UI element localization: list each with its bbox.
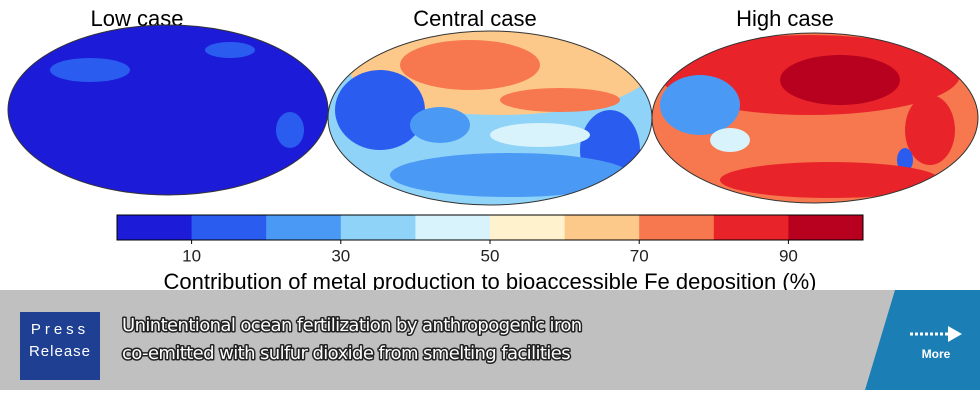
- colorbar-label: Contribution of metal production to bioa…: [163, 269, 816, 294]
- map-blob: [720, 162, 940, 198]
- colorbar-segment: [117, 215, 193, 240]
- map-blob: [276, 112, 304, 148]
- map-blob: [400, 40, 540, 90]
- badge: [20, 312, 100, 380]
- colorbar-segment: [713, 215, 789, 240]
- map-low: [8, 25, 328, 195]
- map-blob: [490, 123, 590, 147]
- colorbar-segment: [191, 215, 267, 240]
- badge-text: Press: [31, 321, 89, 338]
- colorbar-segment: [788, 215, 864, 240]
- map-blob: [390, 153, 630, 197]
- panel-title: High case: [736, 6, 834, 31]
- map-outline: [651, 32, 979, 204]
- map-high: [652, 33, 978, 203]
- button-text[interactable]: More: [922, 347, 951, 361]
- map-blob: [50, 58, 130, 82]
- map-blob: [335, 70, 425, 150]
- button-arrow: [948, 326, 962, 342]
- colorbar-segment: [340, 215, 416, 240]
- map-fill: [8, 25, 328, 195]
- map-blob: [897, 148, 913, 172]
- map-blob: [710, 128, 750, 152]
- colorbar-segment: [639, 215, 715, 240]
- map-blob: [205, 42, 255, 58]
- panel-title: Central case: [413, 6, 537, 31]
- more-button[interactable]: More: [865, 290, 980, 390]
- colorbar-tick-label: 70: [630, 246, 649, 265]
- colorbar-segment: [266, 215, 342, 240]
- map-outline: [7, 24, 329, 196]
- colorbar-tick-label: 30: [331, 246, 350, 265]
- map-blob: [905, 95, 955, 165]
- map-central: [328, 31, 652, 205]
- badge-text: Release: [29, 343, 91, 360]
- button-bg[interactable]: [865, 290, 980, 390]
- map-blob: [500, 88, 620, 112]
- colorbar-segment: [415, 215, 491, 240]
- colorbar-tick-label: 10: [182, 246, 201, 265]
- map-blob: [780, 55, 900, 105]
- banner: [0, 290, 980, 390]
- map-blob: [410, 107, 470, 143]
- colorbar-segment: [564, 215, 640, 240]
- colorbar: 10 30 50 70 90: [116, 214, 864, 265]
- colorbar-segment: [490, 215, 566, 240]
- banner-title[interactable]: co-emitted with sulfur dioxide from smel…: [121, 342, 573, 366]
- banner-title[interactable]: Unintentional ocean fertilization by ant…: [121, 314, 584, 338]
- colorbar-tick-label: 50: [481, 246, 500, 265]
- colorbar-tick-label: 90: [779, 246, 798, 265]
- map-blob: [660, 75, 740, 135]
